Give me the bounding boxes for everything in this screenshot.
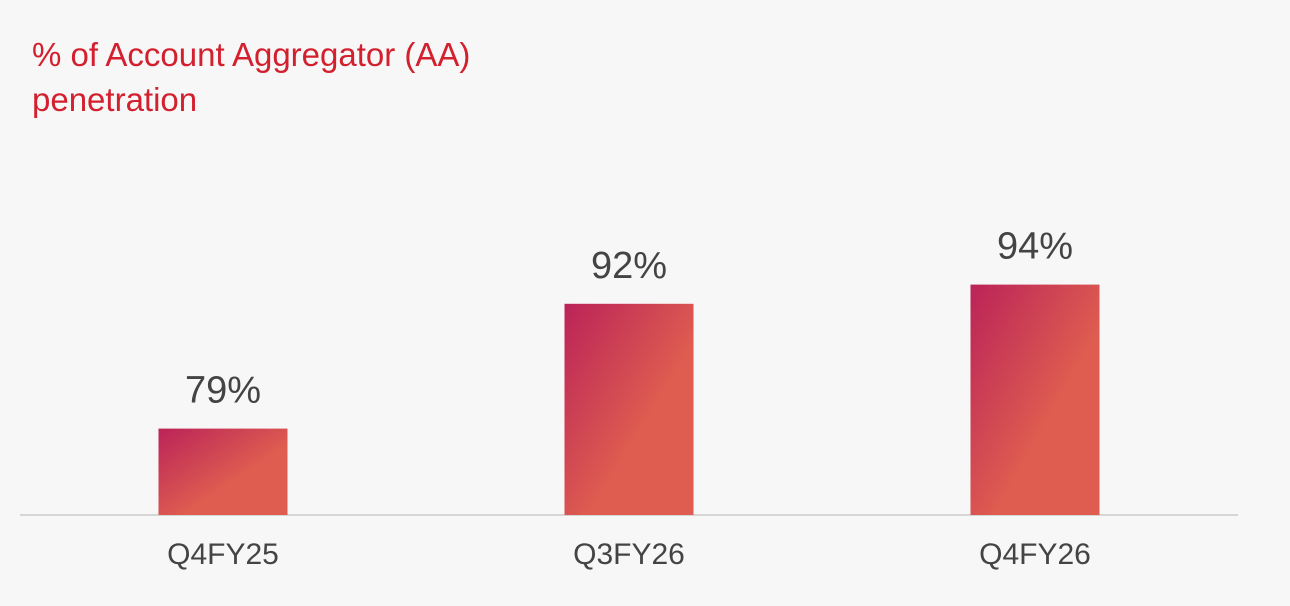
x-tick-label: Q4FY25: [167, 538, 279, 571]
bar: [158, 428, 288, 515]
bar: [564, 303, 694, 515]
value-label: 92%: [591, 245, 667, 287]
chart-title: % of Account Aggregator (AA) penetration: [32, 36, 471, 118]
bar: [970, 284, 1100, 515]
x-tick-label: Q3FY26: [573, 538, 685, 571]
value-label: 79%: [185, 370, 261, 412]
value-label: 94%: [997, 226, 1073, 268]
x-tick-label: Q4FY26: [979, 538, 1091, 571]
